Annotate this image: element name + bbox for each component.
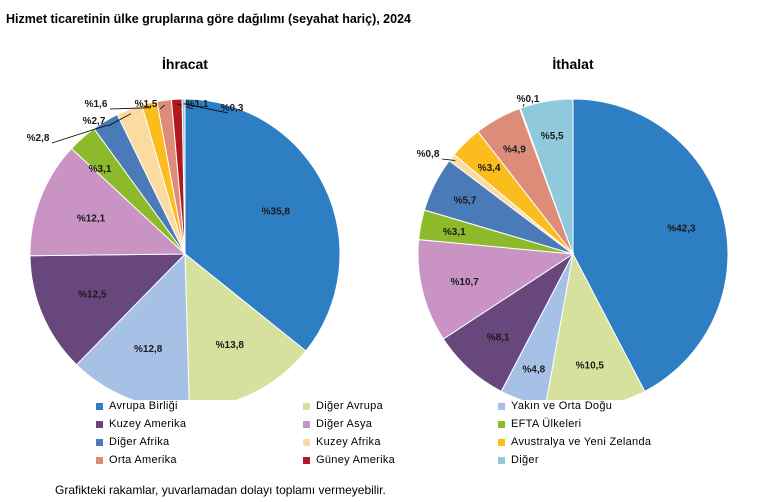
import-chart-title: İthalat bbox=[552, 56, 594, 72]
export-data-label-6: %2,8 bbox=[27, 133, 50, 144]
export-data-label-3: %12,5 bbox=[78, 290, 107, 301]
legend-swatch bbox=[96, 456, 103, 464]
export-slice-11 bbox=[181, 98, 186, 255]
export-data-label-8: %1,6 bbox=[85, 99, 108, 110]
import-leader-line-7 bbox=[441, 158, 456, 161]
legend-label: Orta Amerika bbox=[109, 454, 177, 466]
export-leader-line-8 bbox=[109, 107, 151, 110]
export-slice-4 bbox=[29, 147, 187, 257]
import-slice-4 bbox=[417, 239, 575, 340]
legend-label: Avrupa Birliği bbox=[109, 400, 178, 412]
legend-swatch bbox=[303, 420, 310, 428]
import-data-label-5: %3,1 bbox=[443, 227, 466, 238]
export-leader-line-11 bbox=[183, 103, 229, 114]
export-data-label-11: %0,3 bbox=[221, 103, 244, 114]
export-leader-line-7 bbox=[107, 113, 132, 127]
export-leader-line-6 bbox=[51, 124, 108, 144]
export-slice-2 bbox=[75, 252, 190, 400]
pie-charts: %35,8 %13,8 %12,8 %12,5 %12,1 %3,1 %2,8 %2,7 %1,… bbox=[27, 94, 729, 400]
import-data-label-1: %10,5 bbox=[576, 360, 605, 371]
import-data-label-11: %5,5 bbox=[541, 131, 564, 142]
legend-swatch bbox=[498, 402, 505, 410]
export-data-label-4: %12,1 bbox=[77, 214, 106, 225]
legend-label: Diğer Avrupa bbox=[316, 400, 383, 412]
footnote: Grafikteki rakamlar, yuvarlamadan dolayı… bbox=[55, 483, 386, 497]
import-data-label-9: %4,9 bbox=[503, 144, 526, 155]
legend-item: Güney Amerika bbox=[303, 454, 395, 466]
legend-label: Avustralya ve Yeni Zelanda bbox=[511, 436, 652, 448]
legend-label: EFTA Ülkeleri bbox=[511, 418, 582, 430]
legend-item: EFTA Ülkeleri bbox=[498, 418, 581, 430]
import-data-label-10: %0,1 bbox=[517, 94, 540, 105]
page-title: Hizmet ticaretinin ülke gruplarına göre … bbox=[6, 12, 411, 26]
import-data-label-8: %3,4 bbox=[478, 163, 501, 174]
import-slice-0 bbox=[572, 98, 729, 393]
legend-swatch bbox=[96, 402, 103, 410]
export-data-label-5: %3,1 bbox=[89, 164, 112, 175]
legend-label: Diğer Asya bbox=[316, 418, 373, 430]
legend-label: Diğer Afrika bbox=[109, 436, 170, 448]
import-data-label-0: %42,3 bbox=[667, 223, 696, 234]
export-data-label-0: %35,8 bbox=[262, 206, 291, 217]
legend-label: Yakın ve Orta Doğu bbox=[511, 400, 613, 412]
export-data-label-1: %13,8 bbox=[216, 340, 245, 351]
legend-label: Kuzey Amerika bbox=[109, 418, 187, 430]
legend-item: Orta Amerika bbox=[96, 454, 177, 466]
legend-label: Kuzey Afrika bbox=[316, 436, 381, 448]
legend-item: Avustralya ve Yeni Zelanda bbox=[498, 436, 651, 448]
legend-swatch bbox=[303, 402, 310, 410]
export-data-label-2: %12,8 bbox=[134, 344, 163, 355]
export-leader-line-9 bbox=[159, 104, 166, 110]
import-slice-11 bbox=[519, 98, 574, 255]
legend-item: Kuzey Amerika bbox=[96, 418, 186, 430]
legend-item: Diğer Avrupa bbox=[303, 400, 383, 412]
legend-swatch bbox=[498, 438, 505, 446]
import-slice-1 bbox=[546, 252, 646, 400]
import-data-label-2: %4,8 bbox=[522, 364, 545, 375]
import-data-label-3: %8,1 bbox=[487, 333, 510, 344]
import-pie: %42,3 %10,5 %4,8 %8,1 %10,7 %3,1 %5,7 %0,8 %3,4%… bbox=[417, 94, 729, 400]
export-slice-0 bbox=[184, 98, 341, 352]
import-data-label-7: %0,8 bbox=[417, 149, 440, 160]
legend-label: Diğer bbox=[511, 454, 539, 466]
export-data-label-10: %1,1 bbox=[186, 99, 209, 110]
export-data-label-9: %1,5 bbox=[135, 99, 158, 110]
legend-item: Kuzey Afrika bbox=[303, 436, 381, 448]
legend-item: Diğer Afrika bbox=[96, 436, 169, 448]
export-slice-3 bbox=[29, 253, 187, 366]
export-data-label-7: %2,7 bbox=[83, 116, 106, 127]
legend-swatch bbox=[96, 420, 103, 428]
legend-item: Avrupa Birliği bbox=[96, 400, 178, 412]
export-pie: %35,8 %13,8 %12,8 %12,5 %12,1 %3,1 %2,8 %2,7 %1,… bbox=[27, 98, 341, 400]
legend-item: Yakın ve Orta Doğu bbox=[498, 400, 612, 412]
legend-swatch bbox=[498, 456, 505, 464]
legend-swatch bbox=[303, 438, 310, 446]
legend-swatch bbox=[303, 456, 310, 464]
export-chart-title: İhracat bbox=[162, 56, 208, 72]
legend-item: Diğer Asya bbox=[303, 418, 372, 430]
legend-label: Güney Amerika bbox=[316, 454, 396, 466]
legend-swatch bbox=[96, 438, 103, 446]
legend-swatch bbox=[498, 420, 505, 428]
legend-item: Diğer bbox=[498, 454, 539, 466]
import-data-label-4: %10,7 bbox=[451, 277, 480, 288]
import-data-label-6: %5,7 bbox=[454, 196, 477, 207]
export-slice-1 bbox=[184, 252, 307, 400]
